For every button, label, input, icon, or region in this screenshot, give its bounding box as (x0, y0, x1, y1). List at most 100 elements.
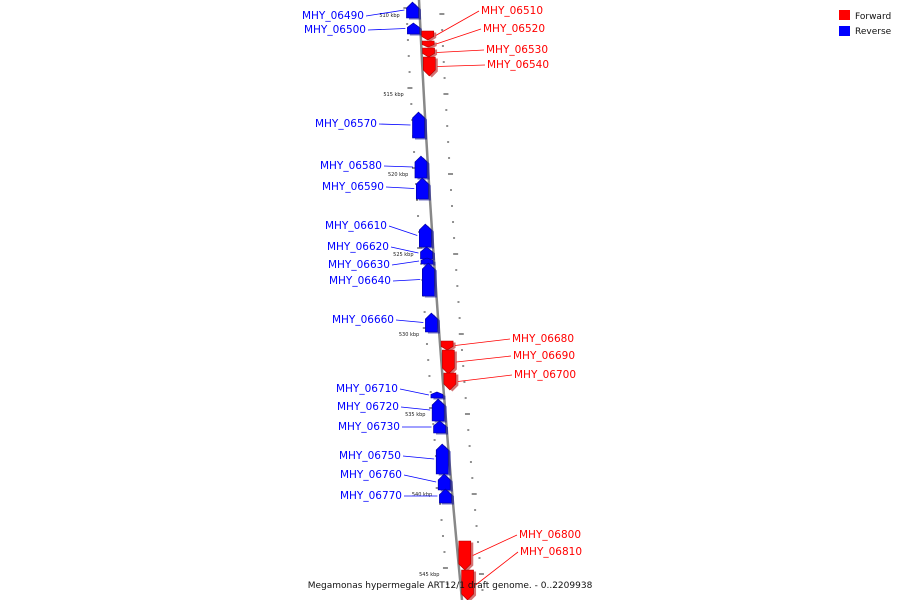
gene-mhy-06630[interactable] (420, 257, 436, 266)
gene-label-mhy-06760[interactable]: MHY_06760 (340, 469, 402, 481)
gene-mhy-06680[interactable] (440, 340, 456, 352)
gene-arrow-mhy-06540 (422, 56, 436, 77)
genome-backbone (417, 0, 464, 600)
gene-label-mhy-06710[interactable]: MHY_06710 (336, 383, 398, 395)
gene-arrow-mhy-06750 (435, 443, 449, 475)
label-leader-line (455, 338, 511, 346)
gene-label-mhy-06770[interactable]: MHY_06770 (340, 490, 402, 502)
gene-label-mhy-06690[interactable]: MHY_06690 (513, 350, 575, 362)
label-leader-line (388, 225, 418, 236)
gene-label-mhy-06570[interactable]: MHY_06570 (315, 118, 377, 130)
gene-label-mhy-06660[interactable]: MHY_06660 (332, 314, 394, 326)
label-leader-line (472, 534, 518, 556)
gene-mhy-06530[interactable] (422, 47, 438, 59)
kbp-label: 525 kbp (393, 252, 413, 258)
label-leader-line (383, 165, 413, 168)
kbp-label: 540 kbp (412, 492, 432, 498)
gene-mhy-06510[interactable] (421, 30, 437, 42)
gene-label-mhy-06620[interactable]: MHY_06620 (327, 241, 389, 253)
gene-mhy-06700[interactable] (443, 372, 459, 392)
gene-mhy-06580[interactable] (414, 155, 430, 180)
gene-mhy-06640[interactable] (421, 262, 437, 298)
genome-caption: Megamonas hypermegale ART12/1 draft geno… (308, 581, 593, 591)
gene-mhy-06770[interactable] (439, 488, 454, 505)
gene-mhy-06660[interactable] (425, 312, 440, 334)
gene-arrow-mhy-06770 (439, 488, 452, 504)
gene-mhy-06690[interactable] (442, 349, 457, 376)
gene-arrow-mhy-06620 (420, 246, 433, 260)
gene-mhy-06500[interactable] (407, 22, 422, 36)
label-leader-line (436, 49, 485, 53)
gene-arrow-mhy-06530 (422, 47, 435, 58)
gene-label-mhy-06680[interactable]: MHY_06680 (512, 333, 574, 345)
gene-label-mhy-06750[interactable]: MHY_06750 (339, 450, 401, 462)
kbp-scale-labels: 510 kbp 515 kbp 520 kbp 525 kbp 530 kbp 535 k… (379, 13, 439, 578)
label-leader-line (367, 28, 406, 31)
gene-mhy-06720[interactable] (431, 398, 447, 423)
label-leader-line (392, 279, 421, 282)
label-leader-line (403, 474, 437, 483)
gene-arrow-mhy-06710 (430, 391, 444, 399)
gene-label-mhy-06700[interactable]: MHY_06700 (514, 369, 576, 381)
gene-label-mhy-06730[interactable]: MHY_06730 (338, 421, 400, 433)
kbp-label: 520 kbp (388, 172, 408, 178)
legend: Forward Reverse (839, 10, 892, 37)
gene-label-mhy-06500[interactable]: MHY_06500 (304, 24, 366, 36)
gene-mhy-06800[interactable] (458, 540, 474, 572)
gene-label-mhy-06510[interactable]: MHY_06510 (481, 5, 543, 17)
legend-reverse[interactable]: Reverse (839, 26, 892, 37)
gene-arrow-mhy-06730 (433, 420, 446, 434)
gene-mhy-06710[interactable] (430, 391, 446, 400)
gene-label-mhy-06720[interactable]: MHY_06720 (337, 401, 399, 413)
gene-arrow-mhy-06690 (442, 349, 455, 375)
label-leader-line (457, 374, 513, 382)
label-leader-line (391, 260, 420, 266)
gene-label-mhy-06540[interactable]: MHY_06540 (487, 59, 549, 71)
gene-label-mhy-06640[interactable]: MHY_06640 (329, 275, 391, 287)
gene-mhy-06810[interactable] (461, 569, 477, 600)
legend-reverse-swatch (839, 26, 850, 36)
gene-arrow-mhy-06760 (437, 473, 451, 491)
gene-label-mhy-06800[interactable]: MHY_06800 (519, 529, 581, 541)
gene-label-mhy-06810[interactable]: MHY_06810 (520, 546, 582, 558)
gene-label-mhy-06520[interactable]: MHY_06520 (483, 23, 545, 35)
gene-mhy-06730[interactable] (433, 420, 449, 435)
label-leader-line (402, 455, 435, 460)
gene-arrow-mhy-06640 (421, 262, 435, 297)
gene-arrow-mhy-06800 (458, 540, 472, 571)
gene-mhy-06610[interactable] (419, 223, 434, 249)
gene-label-mhy-06610[interactable]: MHY_06610 (325, 220, 387, 232)
gene-label-mhy-06490[interactable]: MHY_06490 (302, 10, 364, 22)
kbp-label: 535 kbp (405, 412, 425, 418)
gene-features (406, 1, 477, 600)
gene-arrow-mhy-06570 (412, 111, 425, 139)
label-leader-line (399, 388, 430, 396)
label-leader-line (385, 186, 415, 189)
gene-mhy-06760[interactable] (437, 473, 453, 492)
label-leader-line (390, 246, 419, 254)
label-leader-line (436, 28, 482, 45)
gene-mhy-06620[interactable] (420, 246, 435, 261)
kbp-label: 530 kbp (399, 332, 419, 338)
gene-mhy-06750[interactable] (435, 443, 451, 476)
gene-mhy-06570[interactable] (412, 111, 427, 140)
legend-forward[interactable]: Forward (839, 10, 891, 22)
gene-mhy-06520[interactable] (421, 40, 437, 49)
gene-arrow-mhy-06490 (406, 1, 419, 19)
label-leader-line (435, 10, 480, 36)
gene-label-mhy-06630[interactable]: MHY_06630 (328, 259, 390, 271)
gene-label-mhy-06530[interactable]: MHY_06530 (486, 44, 548, 56)
kbp-label: 545 kbp (419, 572, 439, 578)
gene-arrow-mhy-06510 (421, 30, 435, 41)
gene-mhy-06540[interactable] (422, 56, 438, 78)
label-leader-line (437, 64, 486, 67)
label-leader-line (365, 9, 405, 17)
gene-arrow-mhy-06520 (421, 40, 435, 48)
gene-mhy-06590[interactable] (415, 177, 431, 201)
gene-label-mhy-06580[interactable]: MHY_06580 (320, 160, 382, 172)
gene-mhy-06490[interactable] (406, 1, 421, 20)
gene-arrow-mhy-06660 (425, 312, 438, 333)
gene-label-mhy-06590[interactable]: MHY_06590 (322, 181, 384, 193)
gene-arrow-mhy-06630 (420, 257, 434, 265)
